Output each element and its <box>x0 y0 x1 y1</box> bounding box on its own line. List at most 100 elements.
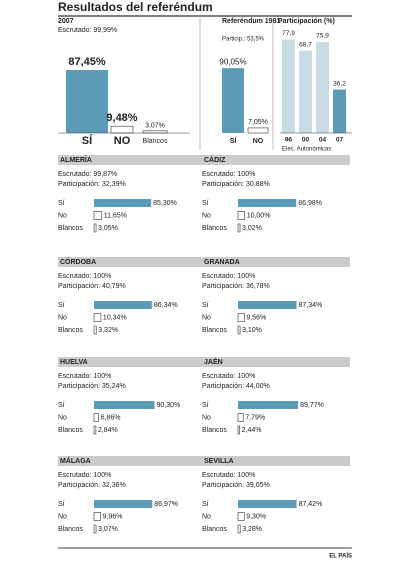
province-header <box>202 155 350 165</box>
bar <box>93 524 97 534</box>
bar <box>66 70 108 133</box>
category-label: No <box>58 212 67 219</box>
value-label: 3,10% <box>242 327 262 334</box>
value-label: 10,34% <box>103 314 127 321</box>
value-label: 36,2 <box>333 80 346 87</box>
category-label: Blancos <box>58 225 83 232</box>
value-label: 9,30% <box>246 513 266 520</box>
value-label: 86,34% <box>154 302 178 309</box>
bar <box>237 211 245 220</box>
value-label: 3,07% <box>98 526 118 533</box>
bar <box>237 524 241 534</box>
province-name: ALMERÍA <box>60 155 92 164</box>
province-name: GRANADA <box>204 259 240 266</box>
category-label: Sí <box>58 302 65 309</box>
x-axis-label: Elec. Autonómicas <box>282 147 331 153</box>
bar <box>247 127 269 134</box>
province-name: CÁDIZ <box>204 155 226 164</box>
category-label: 04 <box>319 137 327 144</box>
escrutado: Escrutado: 100% <box>58 273 111 280</box>
value-label: 2,84% <box>98 427 118 434</box>
bar <box>93 512 101 521</box>
bar <box>110 125 134 134</box>
province-header <box>58 155 206 165</box>
participacion: Participación: 32,39% <box>58 181 126 188</box>
bar <box>93 325 97 335</box>
category-label: Blancos <box>58 526 83 533</box>
bar <box>237 223 241 233</box>
r81-particip: Particip.: 53,5% <box>222 37 265 43</box>
bar <box>94 301 152 309</box>
category-label: No <box>58 414 67 421</box>
category-label: Sí <box>58 501 65 508</box>
bar <box>238 401 299 409</box>
bar <box>333 89 346 133</box>
value-label: 3,28% <box>242 526 262 533</box>
bar <box>142 130 168 134</box>
category-label: 96 <box>285 137 293 144</box>
category-label: No <box>202 314 211 321</box>
participacion: Participación: 36,78% <box>202 283 270 290</box>
value-label: 7,05% <box>248 119 268 126</box>
category-label: Sí <box>58 402 65 409</box>
participation-title: Participación (%) <box>278 18 335 25</box>
category-label: SÍ <box>82 134 93 147</box>
category-label: Blancos <box>202 526 227 533</box>
value-label: 9,96% <box>103 513 123 520</box>
value-label: 9,56% <box>246 314 266 321</box>
bar <box>316 41 329 133</box>
bar <box>238 301 297 309</box>
category-label: 07 <box>336 137 344 144</box>
value-label: 87,34% <box>299 302 323 309</box>
bar <box>93 211 103 220</box>
participacion: Participación: 32,36% <box>58 482 126 489</box>
bar <box>94 199 152 207</box>
bar <box>237 325 241 335</box>
category-label: No <box>202 513 211 520</box>
value-label: 11,65% <box>104 212 127 219</box>
bar <box>94 401 155 409</box>
category-label: NO <box>253 138 264 145</box>
province-name: JAÉN <box>204 357 223 366</box>
value-label: 3,32% <box>98 327 118 334</box>
province-header <box>202 357 350 367</box>
value-label: 86,98% <box>298 200 322 207</box>
escrutado: Escrutado: 100% <box>202 273 255 280</box>
category-label: Sí <box>202 402 209 409</box>
bar <box>222 68 244 133</box>
province-header <box>202 257 350 267</box>
category-label: Blancos <box>143 138 168 145</box>
escrutado: Escrutado: 100% <box>202 472 255 479</box>
value-label: 87,45% <box>68 56 106 68</box>
bar <box>237 425 240 435</box>
province-name: SEVILLA <box>204 458 234 465</box>
category-label: No <box>202 414 211 421</box>
bar <box>94 500 153 508</box>
escrutado: Escrutado: 100% <box>202 171 255 178</box>
value-label: 3,02% <box>242 225 262 232</box>
participacion: Participación: 30,88% <box>202 181 270 188</box>
value-label: 87,42% <box>299 501 323 508</box>
bar <box>238 199 297 207</box>
category-label: Blancos <box>58 327 83 334</box>
value-label: 75,9 <box>316 33 329 40</box>
bar <box>237 413 244 422</box>
value-label: 85,30% <box>153 200 177 207</box>
category-label: NO <box>114 135 131 147</box>
value-label: 3,05% <box>98 225 118 232</box>
value-label: 90,30% <box>157 402 181 409</box>
category-label: Sí <box>202 200 209 207</box>
province-header <box>58 357 206 367</box>
value-label: 2,44% <box>242 427 262 434</box>
category-label: Sí <box>202 501 209 508</box>
province-header <box>202 456 350 466</box>
participacion: Participación: 35,24% <box>58 383 126 390</box>
escrutado: Escrutado: 99,99% <box>58 27 117 34</box>
value-label: 9,48% <box>106 112 137 124</box>
r81-title: Referéndum 1981 <box>222 18 280 25</box>
bar <box>93 425 97 435</box>
value-label: 3,07% <box>145 123 165 130</box>
category-label: SÍ <box>230 136 238 145</box>
escrutado: Escrutado: 100% <box>202 373 255 380</box>
